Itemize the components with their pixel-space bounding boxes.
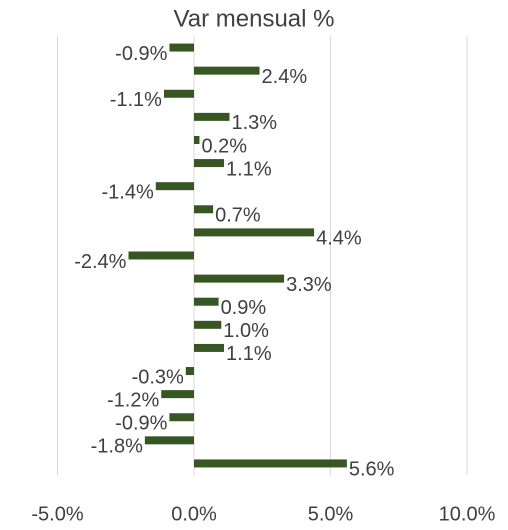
bar [185,367,194,376]
data-label: -2.4% [74,251,126,273]
bar [155,182,194,191]
data-label: 4.4% [316,228,362,250]
x-tick-label: 0.0% [171,503,217,525]
bar [169,413,194,422]
bar [194,66,260,75]
bar [194,205,214,214]
x-tick-label: 5.0% [308,503,354,525]
data-label: -1.1% [110,89,162,111]
bar [194,274,285,283]
bar [169,43,194,52]
bar [194,228,315,237]
data-label: 1.3% [231,112,277,134]
bar [194,112,230,121]
bar [163,89,194,98]
x-tick-label: 10.0% [439,503,496,525]
bar [194,320,222,329]
data-label: 0.7% [215,205,261,227]
data-label: -0.3% [132,366,184,388]
data-label: 0.9% [221,297,267,319]
chart-title: Var mensual % [174,5,335,32]
data-label: 1.1% [226,343,272,365]
bar [194,135,200,144]
bar [144,436,194,445]
x-tick-label: -5.0% [31,503,83,525]
data-label: 3.3% [286,274,332,296]
data-label: 5.6% [349,459,395,481]
bar [194,459,347,468]
bar [194,343,225,352]
bar [194,159,225,168]
data-label: -0.9% [115,413,167,435]
data-label: -1.8% [91,436,143,458]
bar [161,390,194,399]
data-label: -1.2% [107,389,159,411]
data-label: 2.4% [262,66,308,88]
bar [128,251,194,260]
data-label: -1.4% [102,181,154,203]
data-label: -0.9% [115,43,167,65]
data-label: 1.1% [226,158,272,180]
bar [194,297,219,306]
data-label: 0.2% [201,135,247,157]
data-label: 1.0% [223,320,269,342]
